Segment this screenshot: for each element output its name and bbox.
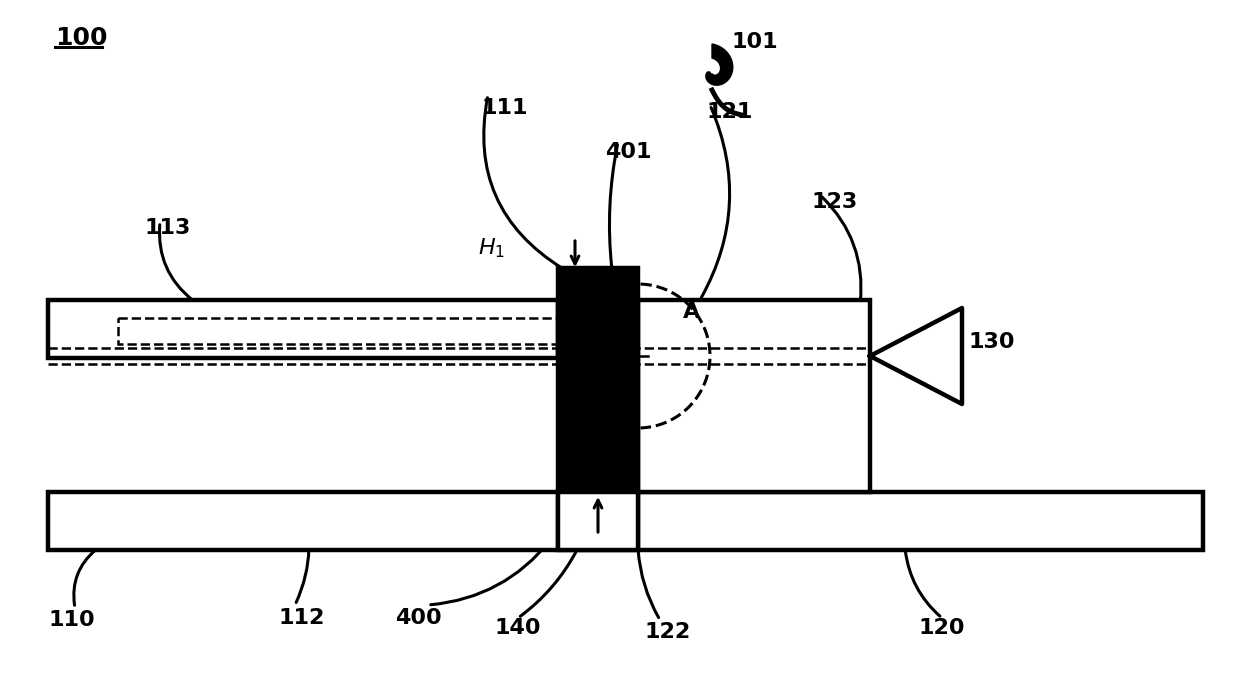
Polygon shape <box>706 44 733 85</box>
Text: 101: 101 <box>732 32 779 52</box>
Text: A: A <box>683 302 701 322</box>
Text: 100: 100 <box>55 26 108 50</box>
Text: 400: 400 <box>394 608 441 628</box>
Text: 122: 122 <box>645 622 691 642</box>
Text: 130: 130 <box>968 332 1016 352</box>
Text: 121: 121 <box>707 102 753 122</box>
Bar <box>639 300 870 492</box>
Bar <box>558 268 639 548</box>
Polygon shape <box>870 308 962 404</box>
Bar <box>558 492 639 550</box>
Text: 123: 123 <box>812 192 858 212</box>
Text: 113: 113 <box>145 218 191 238</box>
Text: 120: 120 <box>919 618 965 638</box>
Bar <box>118 318 558 344</box>
Text: 112: 112 <box>279 608 325 628</box>
Bar <box>48 492 1203 550</box>
Text: 111: 111 <box>482 98 528 118</box>
Text: 140: 140 <box>495 618 541 638</box>
Text: 110: 110 <box>48 610 95 630</box>
Text: $H_1$: $H_1$ <box>479 236 506 259</box>
Bar <box>48 300 558 358</box>
Text: 401: 401 <box>605 142 651 162</box>
